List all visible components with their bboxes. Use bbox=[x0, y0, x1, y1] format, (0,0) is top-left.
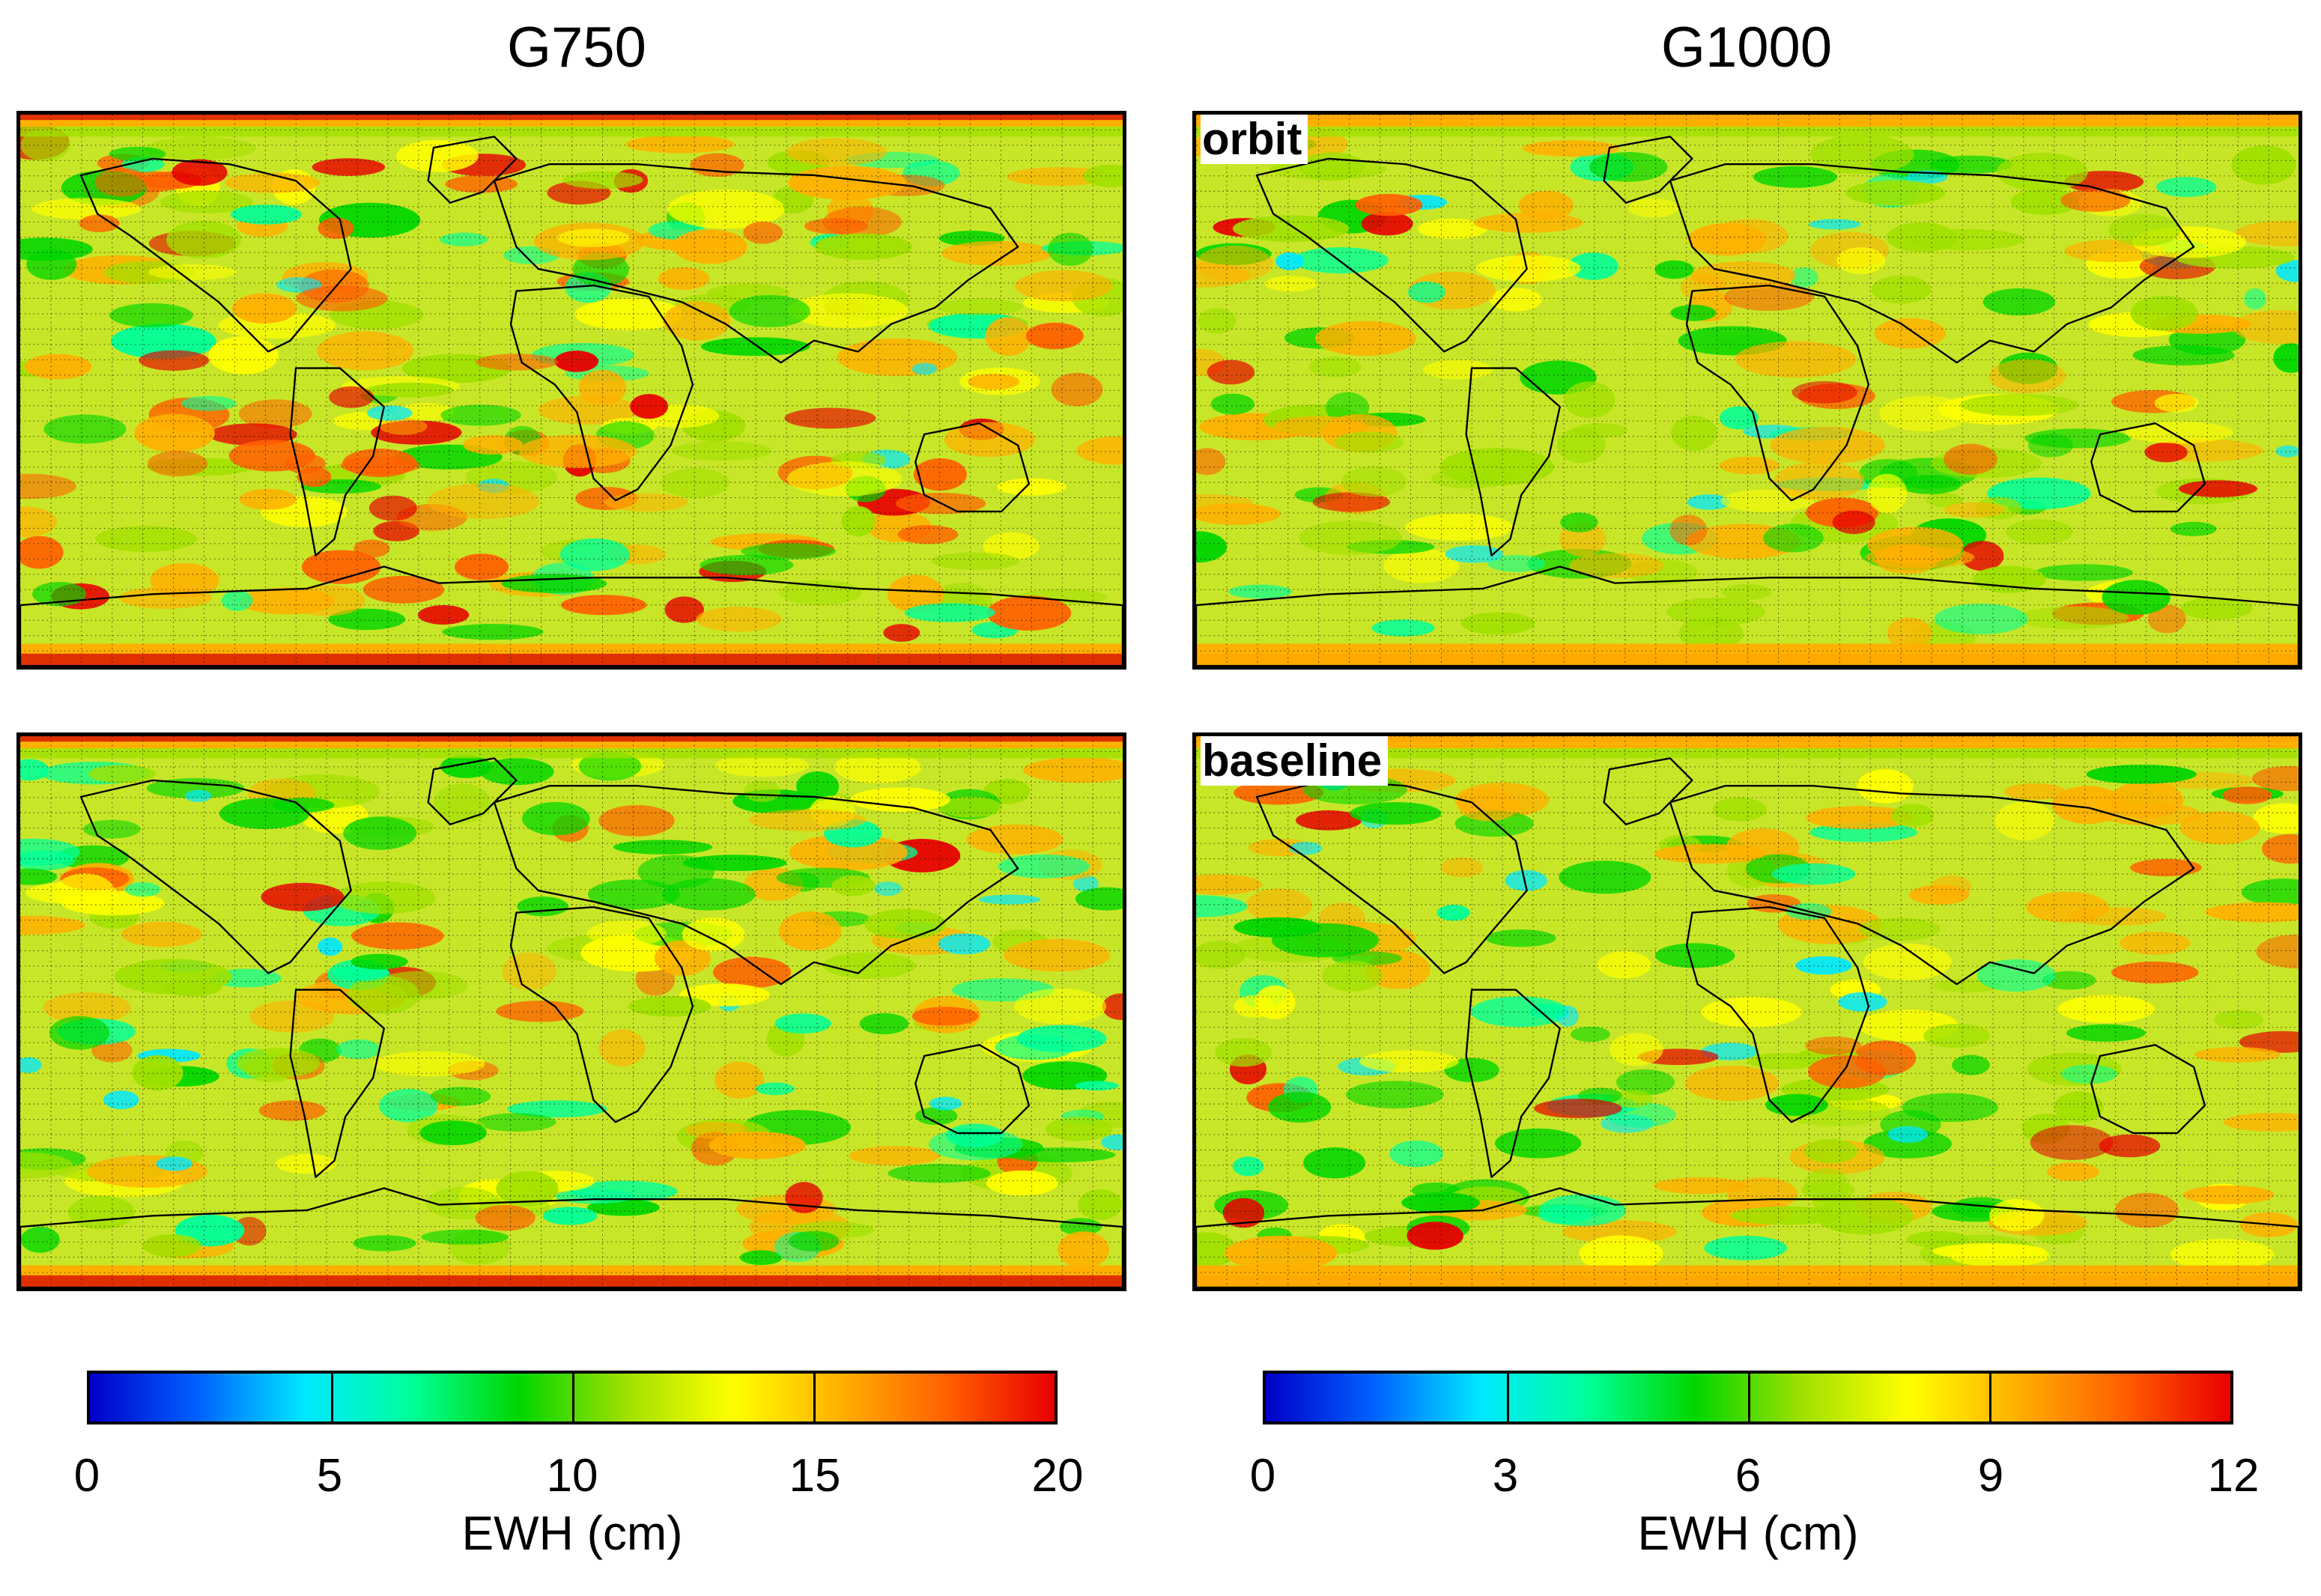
column-title-g1000: G1000 bbox=[1660, 16, 1833, 79]
colorbar-g750-tick: 10 bbox=[546, 1450, 598, 1502]
ewh-map-g1000-baseline bbox=[1196, 736, 2299, 1287]
map-panel-g750-orbit bbox=[16, 111, 1126, 670]
colorbar-g1000-tick: 9 bbox=[1977, 1450, 2004, 1502]
map-panel-g750-baseline bbox=[16, 732, 1126, 1291]
panel-label-orbit: orbit bbox=[1201, 115, 1308, 164]
colorbar-g750-tick: 5 bbox=[316, 1450, 343, 1502]
ewh-map-g1000-orbit bbox=[1196, 115, 2299, 666]
map-panel-g1000-baseline: baseline bbox=[1192, 732, 2302, 1291]
colorbar-g750-tick: 15 bbox=[789, 1450, 841, 1502]
map-panel-g1000-orbit: orbit bbox=[1192, 111, 2302, 670]
colorbar-g750-tick: 0 bbox=[73, 1450, 100, 1502]
colorbar-g750 bbox=[87, 1371, 1058, 1424]
ewh-map-g750-baseline bbox=[20, 736, 1123, 1287]
colorbar-g1000-tick: 6 bbox=[1735, 1450, 1762, 1502]
ewh-map-g750-orbit bbox=[20, 115, 1123, 666]
colorbar-g750-tick: 20 bbox=[1031, 1450, 1084, 1502]
colorbar-g1000-tick: 12 bbox=[2207, 1450, 2260, 1502]
colorbar-g1000-tick: 0 bbox=[1249, 1450, 1276, 1502]
colorbar-g1000 bbox=[1263, 1371, 2233, 1424]
colorbar-g1000-tick: 3 bbox=[1492, 1450, 1519, 1502]
panel-label-baseline: baseline bbox=[1201, 736, 1389, 786]
column-title-g750: G750 bbox=[507, 16, 646, 79]
colorbar-g1000-label: EWH (cm) bbox=[1637, 1506, 1859, 1560]
colorbar-g750-label: EWH (cm) bbox=[461, 1506, 683, 1560]
